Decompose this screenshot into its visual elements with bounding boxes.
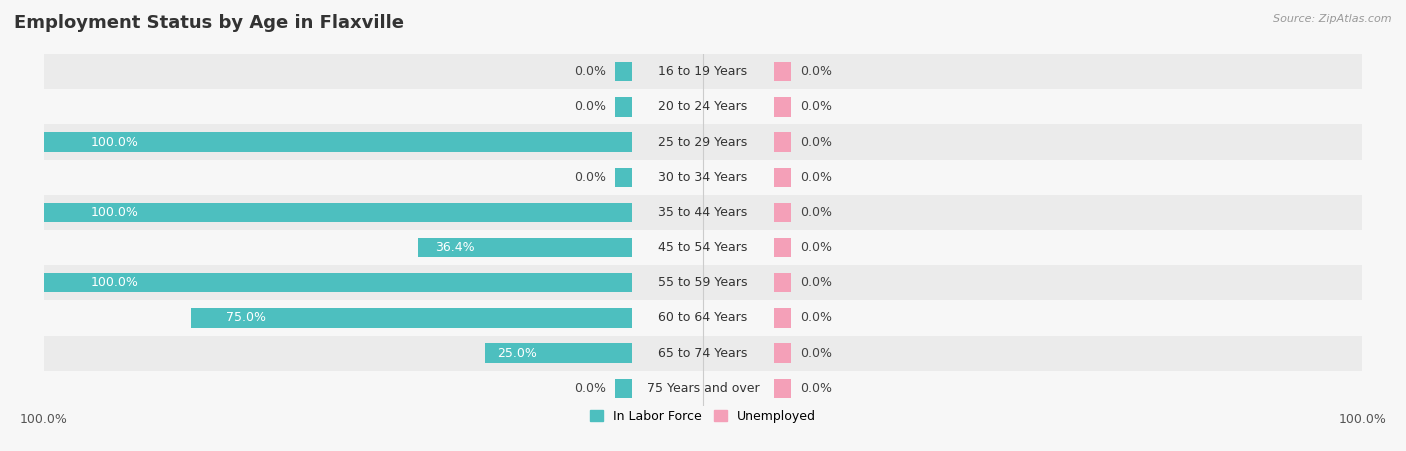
- Bar: [773, 133, 792, 152]
- Bar: [191, 308, 633, 327]
- Text: 0.0%: 0.0%: [574, 382, 606, 395]
- Bar: [44, 371, 1362, 406]
- Bar: [773, 62, 792, 81]
- Bar: [773, 273, 792, 292]
- Text: 0.0%: 0.0%: [800, 101, 832, 113]
- Bar: [44, 265, 1362, 300]
- Text: 100.0%: 100.0%: [90, 206, 138, 219]
- Bar: [44, 89, 1362, 124]
- Text: 0.0%: 0.0%: [800, 65, 832, 78]
- Bar: [44, 160, 1362, 195]
- Text: 35 to 44 Years: 35 to 44 Years: [658, 206, 748, 219]
- Text: 0.0%: 0.0%: [574, 101, 606, 113]
- Bar: [44, 273, 633, 292]
- Bar: [44, 124, 1362, 160]
- Text: 0.0%: 0.0%: [800, 276, 832, 289]
- Text: 60 to 64 Years: 60 to 64 Years: [658, 312, 748, 324]
- Text: 0.0%: 0.0%: [800, 347, 832, 359]
- Bar: [614, 168, 633, 187]
- Bar: [44, 133, 633, 152]
- Bar: [44, 203, 633, 222]
- Bar: [44, 54, 1362, 89]
- Bar: [44, 336, 1362, 371]
- Text: 25.0%: 25.0%: [496, 347, 537, 359]
- Text: 0.0%: 0.0%: [800, 312, 832, 324]
- Text: 16 to 19 Years: 16 to 19 Years: [658, 65, 748, 78]
- Text: 75 Years and over: 75 Years and over: [647, 382, 759, 395]
- Bar: [614, 62, 633, 81]
- Legend: In Labor Force, Unemployed: In Labor Force, Unemployed: [585, 405, 821, 428]
- Text: 75.0%: 75.0%: [226, 312, 266, 324]
- Text: 100.0%: 100.0%: [90, 276, 138, 289]
- Text: 0.0%: 0.0%: [574, 65, 606, 78]
- Text: Source: ZipAtlas.com: Source: ZipAtlas.com: [1274, 14, 1392, 23]
- Bar: [773, 168, 792, 187]
- Text: 0.0%: 0.0%: [800, 241, 832, 254]
- Bar: [44, 230, 1362, 265]
- Bar: [614, 97, 633, 116]
- Text: 0.0%: 0.0%: [800, 382, 832, 395]
- Text: Employment Status by Age in Flaxville: Employment Status by Age in Flaxville: [14, 14, 404, 32]
- Bar: [614, 379, 633, 398]
- Text: 25 to 29 Years: 25 to 29 Years: [658, 136, 748, 148]
- Bar: [44, 300, 1362, 336]
- Text: 0.0%: 0.0%: [800, 136, 832, 148]
- Bar: [485, 344, 633, 363]
- Text: 20 to 24 Years: 20 to 24 Years: [658, 101, 748, 113]
- Text: 0.0%: 0.0%: [800, 206, 832, 219]
- Bar: [773, 308, 792, 327]
- Bar: [418, 238, 633, 257]
- Text: 65 to 74 Years: 65 to 74 Years: [658, 347, 748, 359]
- Text: 0.0%: 0.0%: [800, 171, 832, 184]
- Text: 55 to 59 Years: 55 to 59 Years: [658, 276, 748, 289]
- Text: 100.0%: 100.0%: [90, 136, 138, 148]
- Text: 36.4%: 36.4%: [434, 241, 475, 254]
- Text: 45 to 54 Years: 45 to 54 Years: [658, 241, 748, 254]
- Bar: [773, 238, 792, 257]
- Text: 30 to 34 Years: 30 to 34 Years: [658, 171, 748, 184]
- Bar: [773, 97, 792, 116]
- Bar: [773, 379, 792, 398]
- Bar: [44, 195, 1362, 230]
- Bar: [773, 344, 792, 363]
- Text: 0.0%: 0.0%: [574, 171, 606, 184]
- Bar: [773, 203, 792, 222]
